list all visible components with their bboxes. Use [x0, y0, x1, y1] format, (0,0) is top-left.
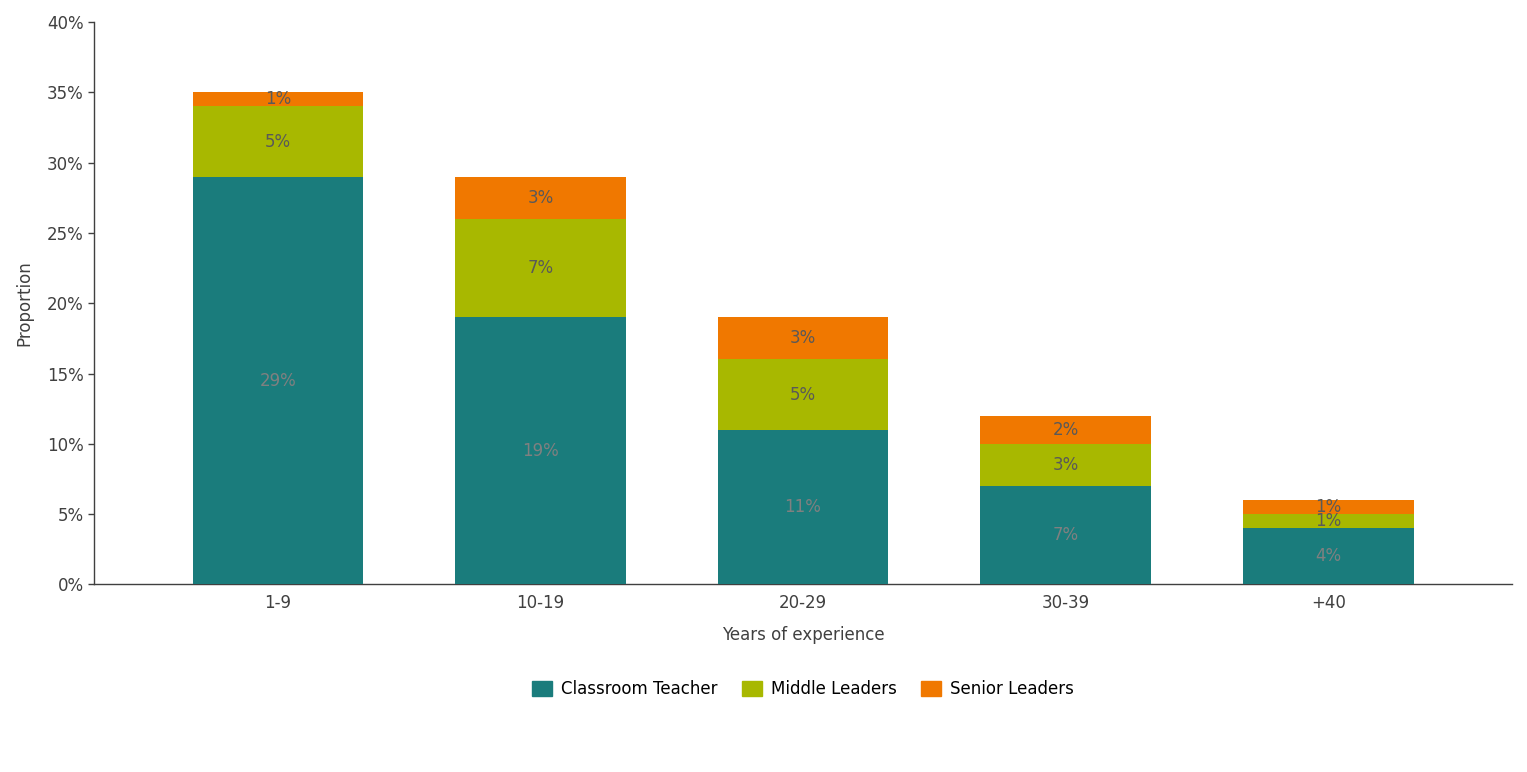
Text: 5%: 5%: [264, 133, 292, 151]
Text: 11%: 11%: [785, 498, 822, 516]
Text: 2%: 2%: [1052, 421, 1078, 438]
Text: 4%: 4%: [1315, 547, 1341, 565]
Bar: [455, 317, 626, 584]
Text: 7%: 7%: [527, 259, 553, 277]
Text: 7%: 7%: [1052, 527, 1078, 544]
Bar: [718, 317, 889, 360]
Bar: [192, 107, 363, 177]
Bar: [1243, 500, 1414, 514]
Bar: [1243, 514, 1414, 528]
Bar: [718, 360, 889, 430]
Bar: [455, 218, 626, 317]
Bar: [192, 177, 363, 584]
Text: 5%: 5%: [789, 386, 815, 404]
Text: 1%: 1%: [1315, 498, 1341, 516]
Bar: [980, 415, 1151, 444]
Text: 3%: 3%: [527, 189, 554, 207]
Text: 1%: 1%: [264, 90, 292, 108]
Text: 1%: 1%: [1315, 512, 1341, 530]
Bar: [1243, 528, 1414, 584]
Text: 3%: 3%: [1052, 456, 1078, 474]
X-axis label: Years of experience: Years of experience: [722, 626, 884, 644]
Bar: [718, 430, 889, 584]
Bar: [455, 177, 626, 218]
Bar: [980, 486, 1151, 584]
Text: 19%: 19%: [522, 442, 559, 460]
Bar: [980, 444, 1151, 486]
Y-axis label: Proportion: Proportion: [15, 260, 34, 346]
Bar: [192, 93, 363, 107]
Legend: Classroom Teacher, Middle Leaders, Senior Leaders: Classroom Teacher, Middle Leaders, Senio…: [524, 672, 1083, 706]
Text: 3%: 3%: [789, 330, 815, 347]
Text: 29%: 29%: [260, 371, 296, 390]
